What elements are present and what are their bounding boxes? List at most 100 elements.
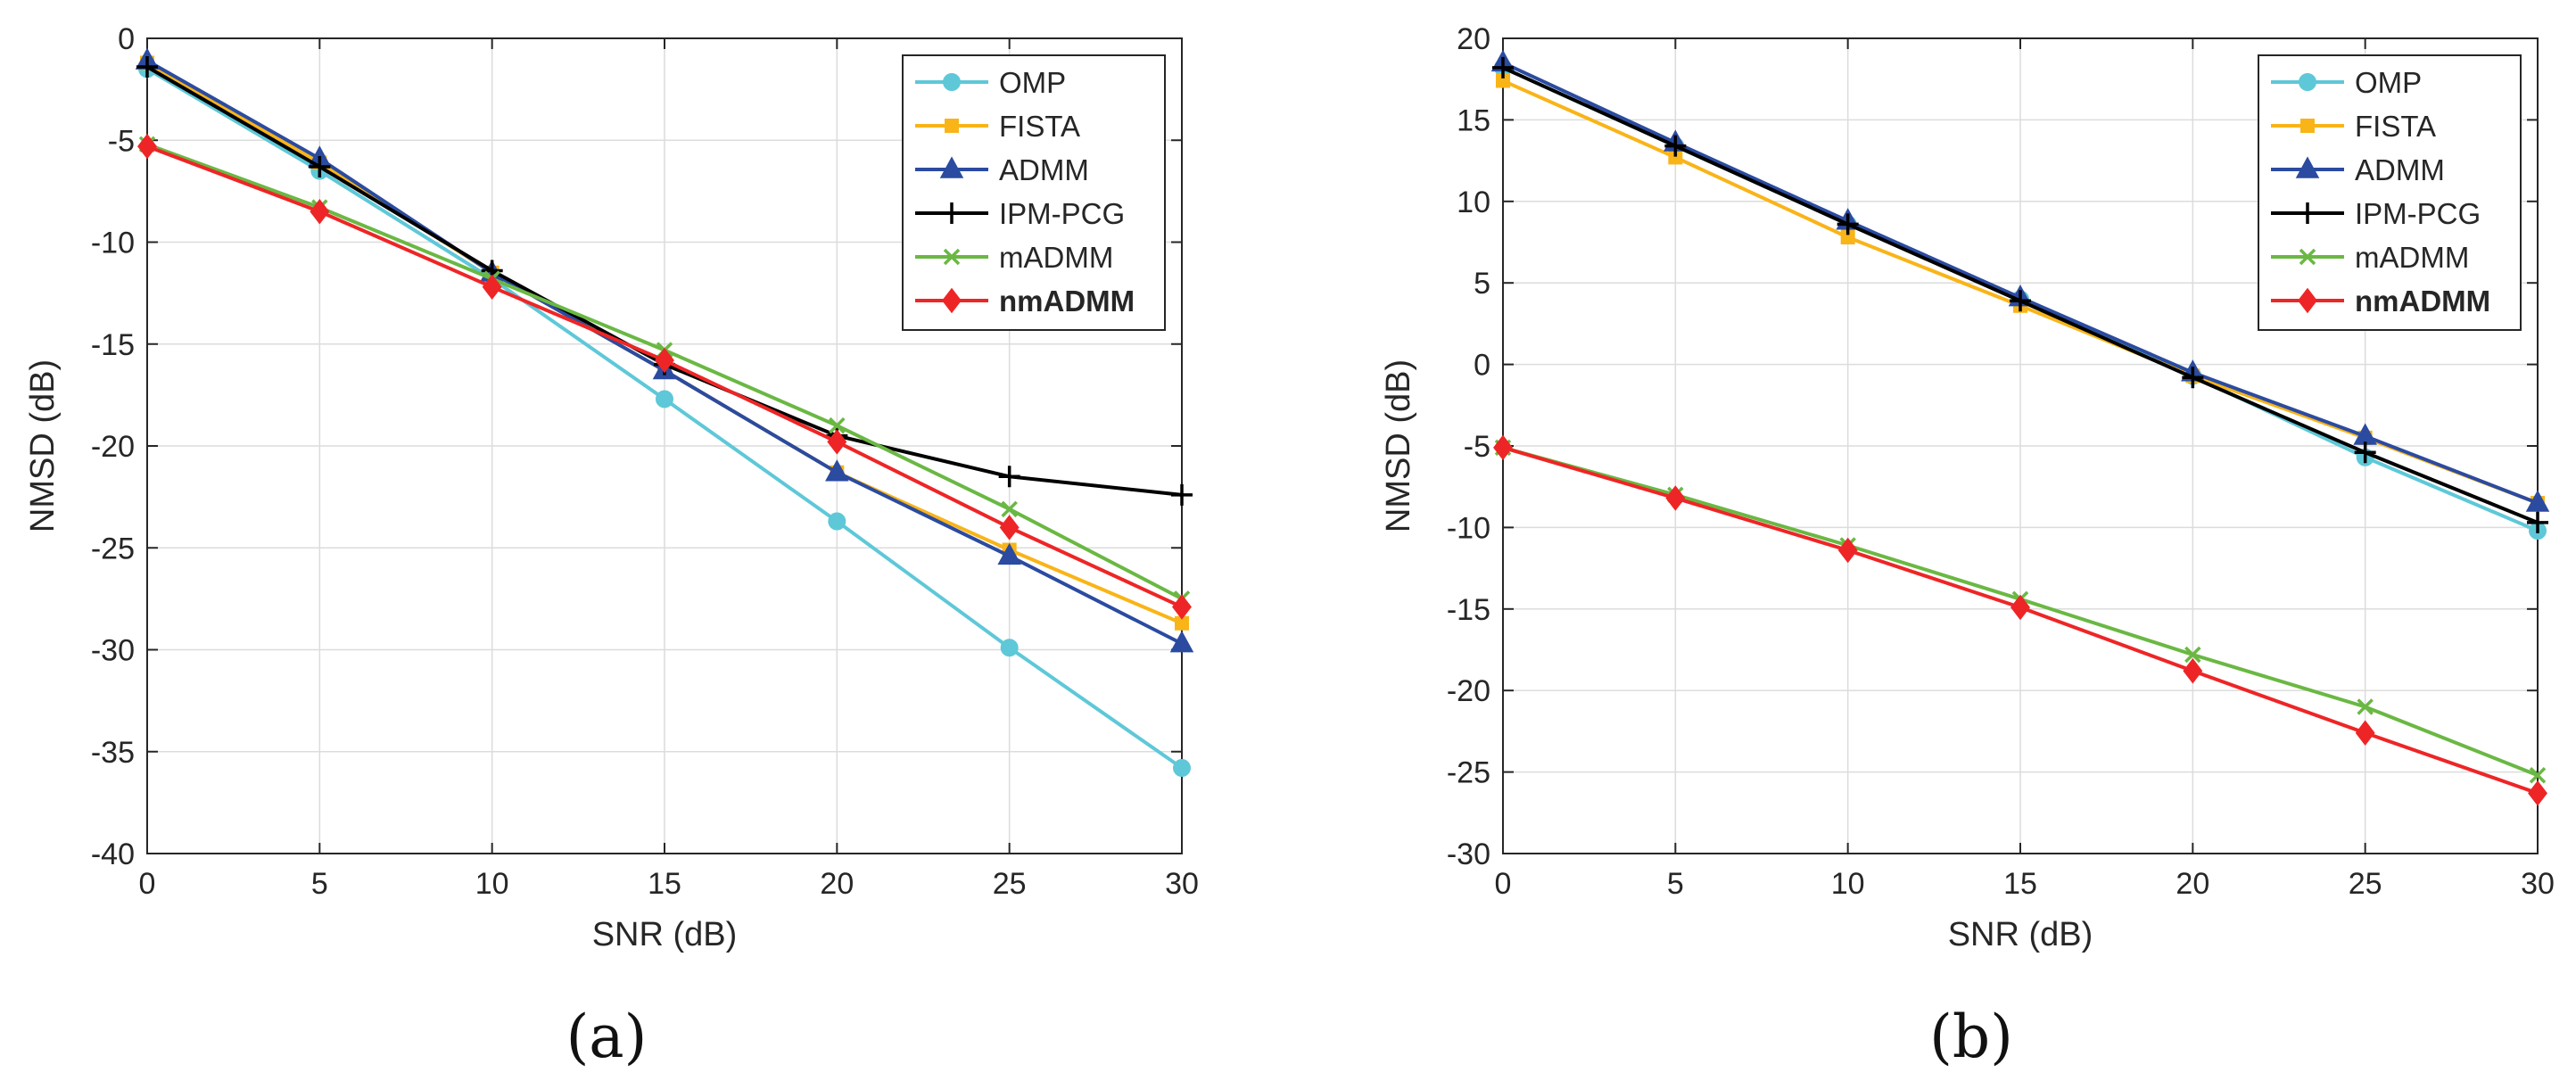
legend-label-fista: FISTA: [999, 110, 1080, 143]
legend: OMP FISTA ADMM IPM-PCG mADMM nmADMM: [902, 54, 1166, 331]
legend-marker-omp: [943, 73, 961, 91]
legend-marker-madmm: [2299, 248, 2316, 266]
data-point-madmm: [2357, 698, 2374, 715]
x-tick-label: 20: [2176, 867, 2209, 901]
y-tick-label: -25: [1447, 756, 1490, 790]
data-point-nmadmm: [1172, 594, 1192, 620]
data-point-omp: [828, 512, 846, 531]
y-tick-label: 0: [1474, 349, 1490, 383]
y-tick-label: -15: [1447, 593, 1490, 627]
y-tick-label: -5: [1464, 430, 1490, 464]
chart-panel-b: 0 5 10 15 20 25 30 20 15 10 5 0 -5 -10 -15 -20 -25 -30 SNR…: [1380, 22, 2555, 1071]
x-tick-label: 10: [475, 867, 509, 901]
data-point-ipm-pcg: [309, 155, 331, 177]
legend-marker-omp: [2299, 73, 2316, 91]
legend-label-admm: ADMM: [999, 153, 1089, 186]
data-point-madmm: [2184, 646, 2201, 664]
data-point-nmadmm: [999, 515, 1020, 540]
series-nmadmm: [1493, 434, 2547, 806]
data-point-fista: [1668, 150, 1683, 165]
y-tick-label: -15: [91, 328, 135, 362]
data-point-madmm: [1001, 500, 1018, 518]
x-tick-label: 10: [1831, 867, 1865, 901]
y-tick-label: -10: [91, 227, 135, 260]
legend: OMP FISTA ADMM IPM-PCG mADMM nmADMM: [2258, 54, 2522, 331]
x-tick-label: 25: [2349, 867, 2382, 901]
legend-marker-nmadmm: [942, 287, 962, 314]
legend-marker-fista: [945, 119, 959, 133]
legend-label-madmm: mADMM: [999, 241, 1113, 274]
data-point-fista: [1496, 73, 1510, 88]
x-tick-label: 20: [820, 867, 854, 901]
data-point-fista: [1175, 615, 1189, 631]
data-point-ipm-pcg: [2354, 441, 2376, 464]
x-tick-label: 5: [1667, 867, 1684, 901]
data-point-nmadmm: [310, 198, 330, 225]
x-tick-label: 15: [2003, 867, 2037, 901]
legend-marker-ipm-pcg: [941, 202, 962, 224]
data-point-nmadmm: [2355, 720, 2375, 746]
y-tick-label: 10: [1457, 186, 1490, 219]
data-point-nmadmm: [1665, 485, 1686, 511]
y-tick-label: -40: [91, 837, 135, 871]
legend-label-ipm-pcg: IPM-PCG: [999, 197, 1125, 230]
y-tick-label: -35: [91, 736, 135, 770]
legend-label-fista: FISTA: [2355, 110, 2436, 143]
data-point-ipm-pcg: [1171, 483, 1193, 506]
data-point-ipm-pcg: [1664, 135, 1687, 157]
legend-label-admm: ADMM: [2355, 153, 2445, 186]
data-point-nmadmm: [1837, 537, 1858, 564]
y-tick-label: 20: [1457, 22, 1490, 56]
data-point-omp: [1000, 639, 1019, 657]
data-point-nmadmm: [2183, 658, 2203, 684]
x-tick-label: 5: [311, 867, 328, 901]
x-tick-label: 30: [1165, 867, 1199, 901]
legend-box: [902, 54, 1166, 331]
x-axis-label: SNR (dB): [1948, 916, 2093, 953]
x-axis-label: SNR (dB): [592, 916, 738, 953]
data-point-ipm-pcg: [2010, 290, 2031, 312]
legend-box: [2258, 54, 2522, 331]
legend-marker-fista: [2300, 119, 2315, 133]
data-point-ipm-pcg: [1492, 56, 1514, 78]
legend-marker-ipm-pcg: [2297, 202, 2318, 224]
x-tick-label: 15: [648, 867, 681, 901]
y-tick-label: -20: [91, 430, 135, 464]
data-point-nmadmm: [2528, 780, 2547, 806]
chart-panel-a: 0 5 10 15 20 25 30 0 -5 -10 -15 -20 -25 -30 -35 -40 SNR …: [24, 22, 1199, 1071]
series-nmadmm: [137, 133, 1192, 620]
x-tick-label: 0: [1495, 867, 1512, 901]
legend-label-omp: OMP: [2355, 66, 2422, 99]
panel-label: (a): [566, 1002, 648, 1071]
y-tick-label: 0: [118, 22, 135, 56]
data-point-admm: [2525, 490, 2550, 512]
data-point-fista: [1840, 230, 1855, 245]
x-tick-label: 30: [2521, 867, 2555, 901]
legend-marker-admm: [2295, 156, 2320, 178]
data-point-ipm-pcg: [1837, 213, 1859, 235]
data-point-nmadmm: [137, 133, 157, 160]
x-tick-label: 25: [993, 867, 1027, 901]
data-point-omp: [1173, 759, 1191, 778]
legend-label-ipm-pcg: IPM-PCG: [2355, 197, 2481, 230]
x-tick-label: 0: [139, 867, 156, 901]
data-point-nmadmm: [482, 274, 502, 301]
data-point-nmadmm: [827, 429, 847, 455]
data-point-madmm: [2529, 767, 2547, 784]
y-tick-label: 5: [1474, 267, 1490, 301]
data-point-ipm-pcg: [2182, 367, 2204, 389]
data-point-ipm-pcg: [998, 466, 1020, 488]
y-tick-label: -30: [1447, 837, 1490, 871]
series-ipm-pcg: [1492, 56, 2548, 533]
legend-label-nmadmm: nmADMM: [2355, 285, 2490, 318]
legend-label-omp: OMP: [999, 66, 1066, 99]
legend-marker-admm: [939, 156, 964, 178]
y-axis-label: NMSD (dB): [1380, 359, 1417, 532]
panel-label: (b): [1929, 1002, 2013, 1071]
data-point-nmadmm: [1493, 434, 1513, 461]
y-tick-label: -20: [1447, 674, 1490, 708]
data-point-omp: [656, 390, 673, 408]
data-point-madmm: [829, 417, 846, 434]
data-point-ipm-pcg: [136, 55, 158, 78]
